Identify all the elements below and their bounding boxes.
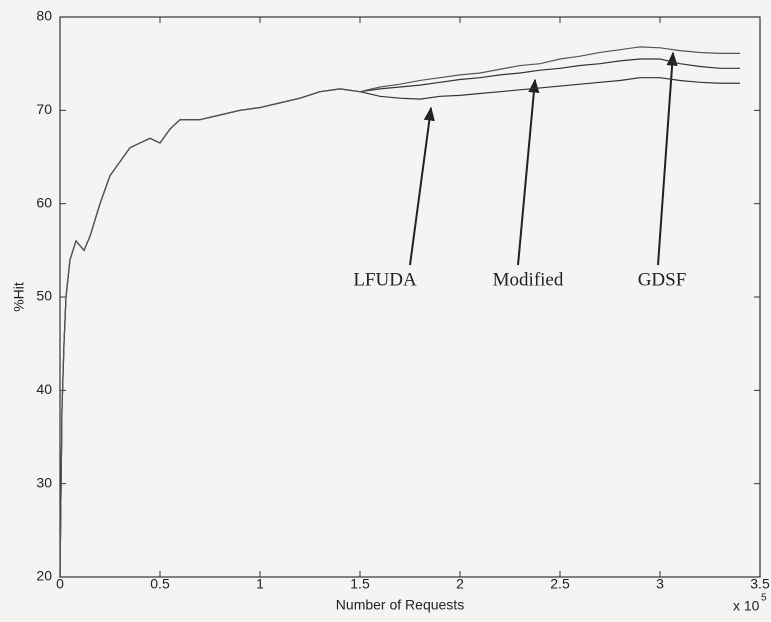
x-tick-label: 3: [656, 576, 664, 592]
y-tick-label: 70: [36, 101, 52, 117]
x-axis-label: Number of Requests: [336, 597, 464, 613]
y-tick-label: 20: [36, 568, 52, 584]
arrow: [657, 51, 678, 266]
x-tick-label: 2.5: [550, 576, 570, 592]
y-tick-label: 30: [36, 474, 52, 490]
x-multiplier: x 10: [733, 598, 760, 614]
x-tick-label: 0: [56, 576, 64, 592]
line-series: [59, 77, 740, 578]
x-tick-label: 1: [256, 576, 264, 592]
x-tick-label: 0.5: [150, 576, 170, 592]
annotation: Modified: [493, 269, 564, 290]
line-series: [59, 58, 740, 578]
x-tick-label: 1.5: [350, 576, 370, 592]
y-tick-label: 40: [36, 381, 52, 397]
x-tick-label: 3.5: [750, 576, 770, 592]
arrow: [409, 106, 435, 266]
x-multiplier-exponent: 5: [761, 593, 767, 604]
y-axis-label: %Hit: [11, 282, 27, 312]
y-tick-label: 50: [36, 288, 52, 304]
line-series: [59, 46, 740, 578]
x-tick-label: 2: [456, 576, 464, 592]
annotation: GDSF: [638, 269, 687, 290]
annotation: LFUDA: [353, 269, 417, 290]
y-tick-label: 60: [36, 194, 52, 210]
arrow: [517, 78, 540, 266]
y-tick-label: 80: [36, 8, 52, 24]
plot-frame: [59, 16, 761, 578]
